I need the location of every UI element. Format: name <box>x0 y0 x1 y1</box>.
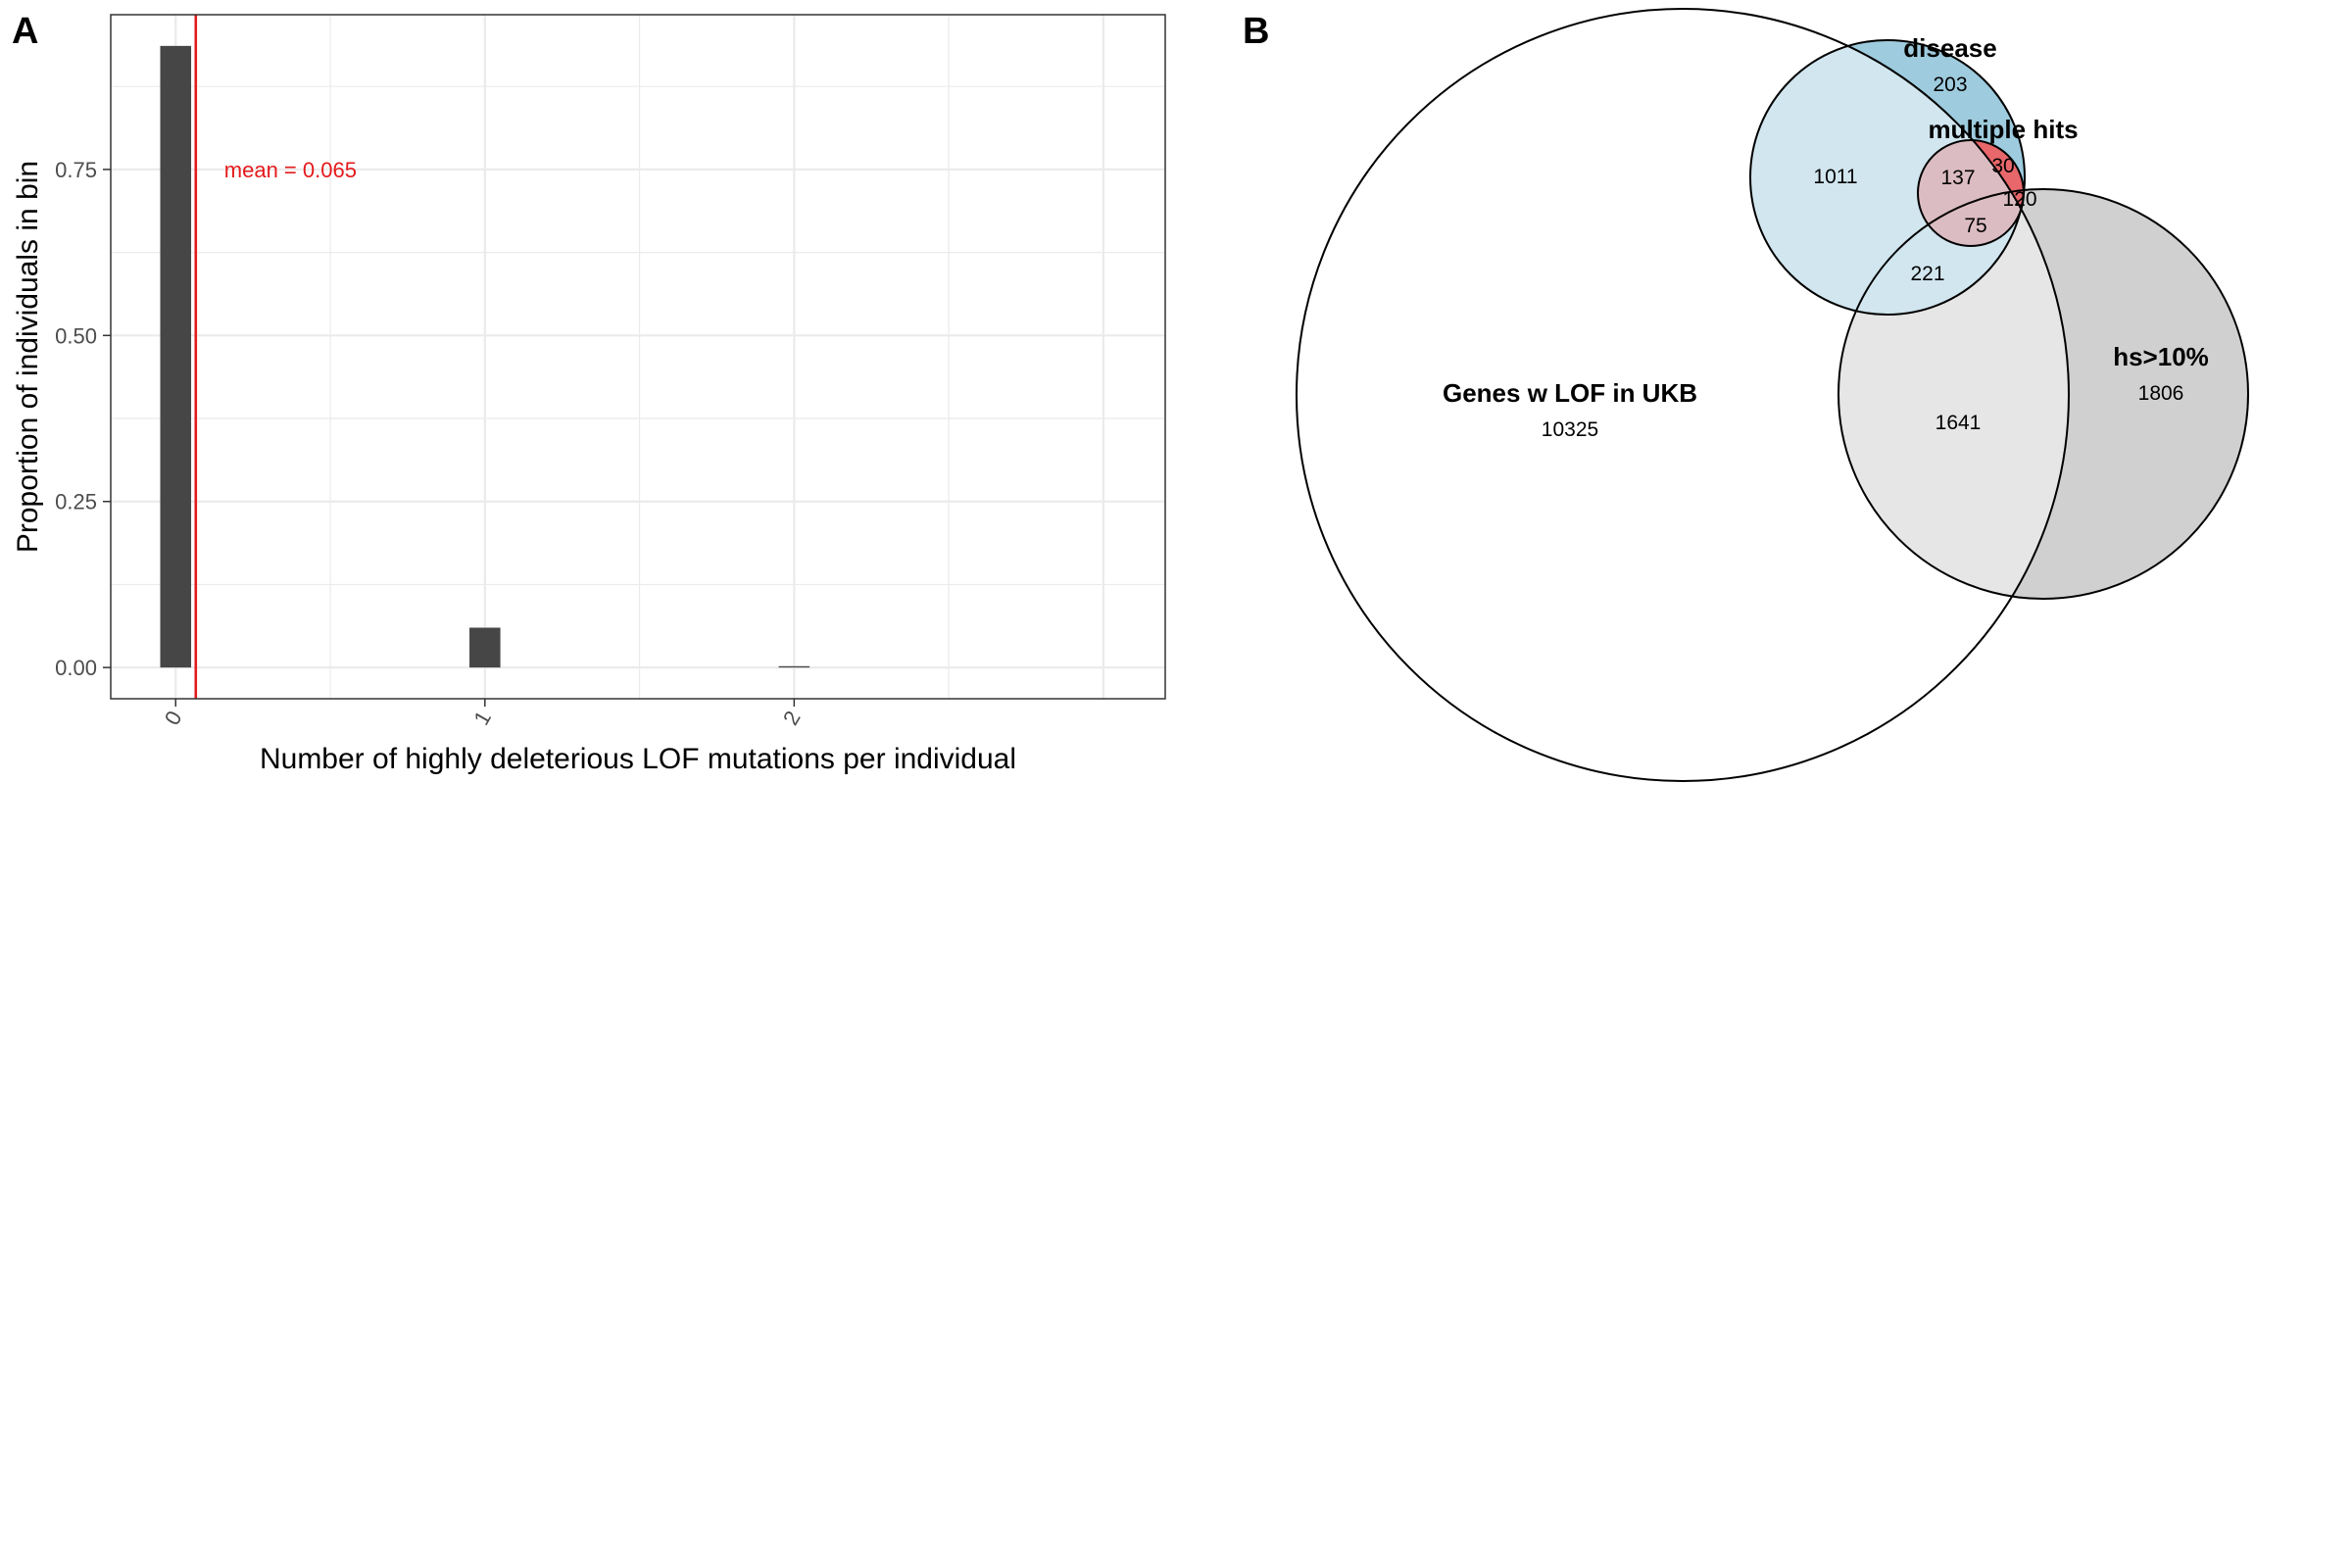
x-axis-ticks: 0 1 2 <box>160 699 806 729</box>
chart-a-histogram: mean = 0.065 0.00 0.25 0.50 0.75 0 1 2 Number… <box>12 14 1166 775</box>
venn-label-disease: disease <box>1903 33 1996 63</box>
y-tick-label: 0.00 <box>55 656 97 680</box>
venn-count-multi: 30 <box>1991 155 2014 177</box>
venn-label-lof: Genes w LOF in UKB <box>1443 378 1697 408</box>
venn-circle-lof-outline <box>1296 8 2070 782</box>
bars <box>160 45 810 668</box>
mean-label: mean = 0.065 <box>224 158 357 182</box>
y-axis-title: Proportion of individuals in bin <box>12 161 44 553</box>
venn-circle-disease-outline <box>1749 39 2026 316</box>
venn-circle-multi-outline <box>1917 139 2025 247</box>
venn-count-lof: 10325 <box>1542 418 1598 441</box>
x-axis-title: Number of highly deleterious LOF mutatio… <box>260 743 1016 775</box>
panel-a-label: A <box>12 11 38 52</box>
plot-grid <box>111 15 1165 699</box>
venn-label-multi: multiple hits <box>1928 115 2078 144</box>
mean-line-group: mean = 0.065 <box>194 15 357 699</box>
venn-count-disease-multi-hs: 120 <box>2002 188 2036 211</box>
plot-panel-border <box>110 14 1166 700</box>
bar-2 <box>778 665 810 668</box>
venn-circle-hs-outline <box>1838 188 2249 600</box>
venn-count-disease: 203 <box>1933 74 1967 96</box>
venn-count-lof-disease-multi-hs: 75 <box>1964 215 1986 237</box>
venn-count-lof-disease-multi: 137 <box>1940 167 1975 189</box>
venn-label-hs: hs>10% <box>2113 342 2209 371</box>
y-tick-label: 0.50 <box>55 323 97 348</box>
y-tick-label: 0.75 <box>55 158 97 182</box>
venn-diagram: Genes w LOF in UKB disease multiple hits… <box>1296 8 2249 782</box>
venn-count-lof-disease-hs: 221 <box>1910 263 1944 285</box>
x-tick-label: 0 <box>160 707 187 729</box>
plot-background <box>111 15 1165 699</box>
y-axis-ticks: 0.00 0.25 0.50 0.75 <box>55 158 111 680</box>
x-tick-label: 1 <box>468 707 496 729</box>
x-tick-label: 2 <box>778 707 806 729</box>
panel-b-label: B <box>1243 11 1269 52</box>
y-tick-label: 0.25 <box>55 490 97 514</box>
venn-count-lof-disease: 1011 <box>1813 166 1857 188</box>
bar-0 <box>160 45 192 668</box>
bar-1 <box>469 627 501 668</box>
venn-count-hs: 1806 <box>2138 382 2184 405</box>
venn-count-lof-hs: 1641 <box>1936 412 1982 434</box>
